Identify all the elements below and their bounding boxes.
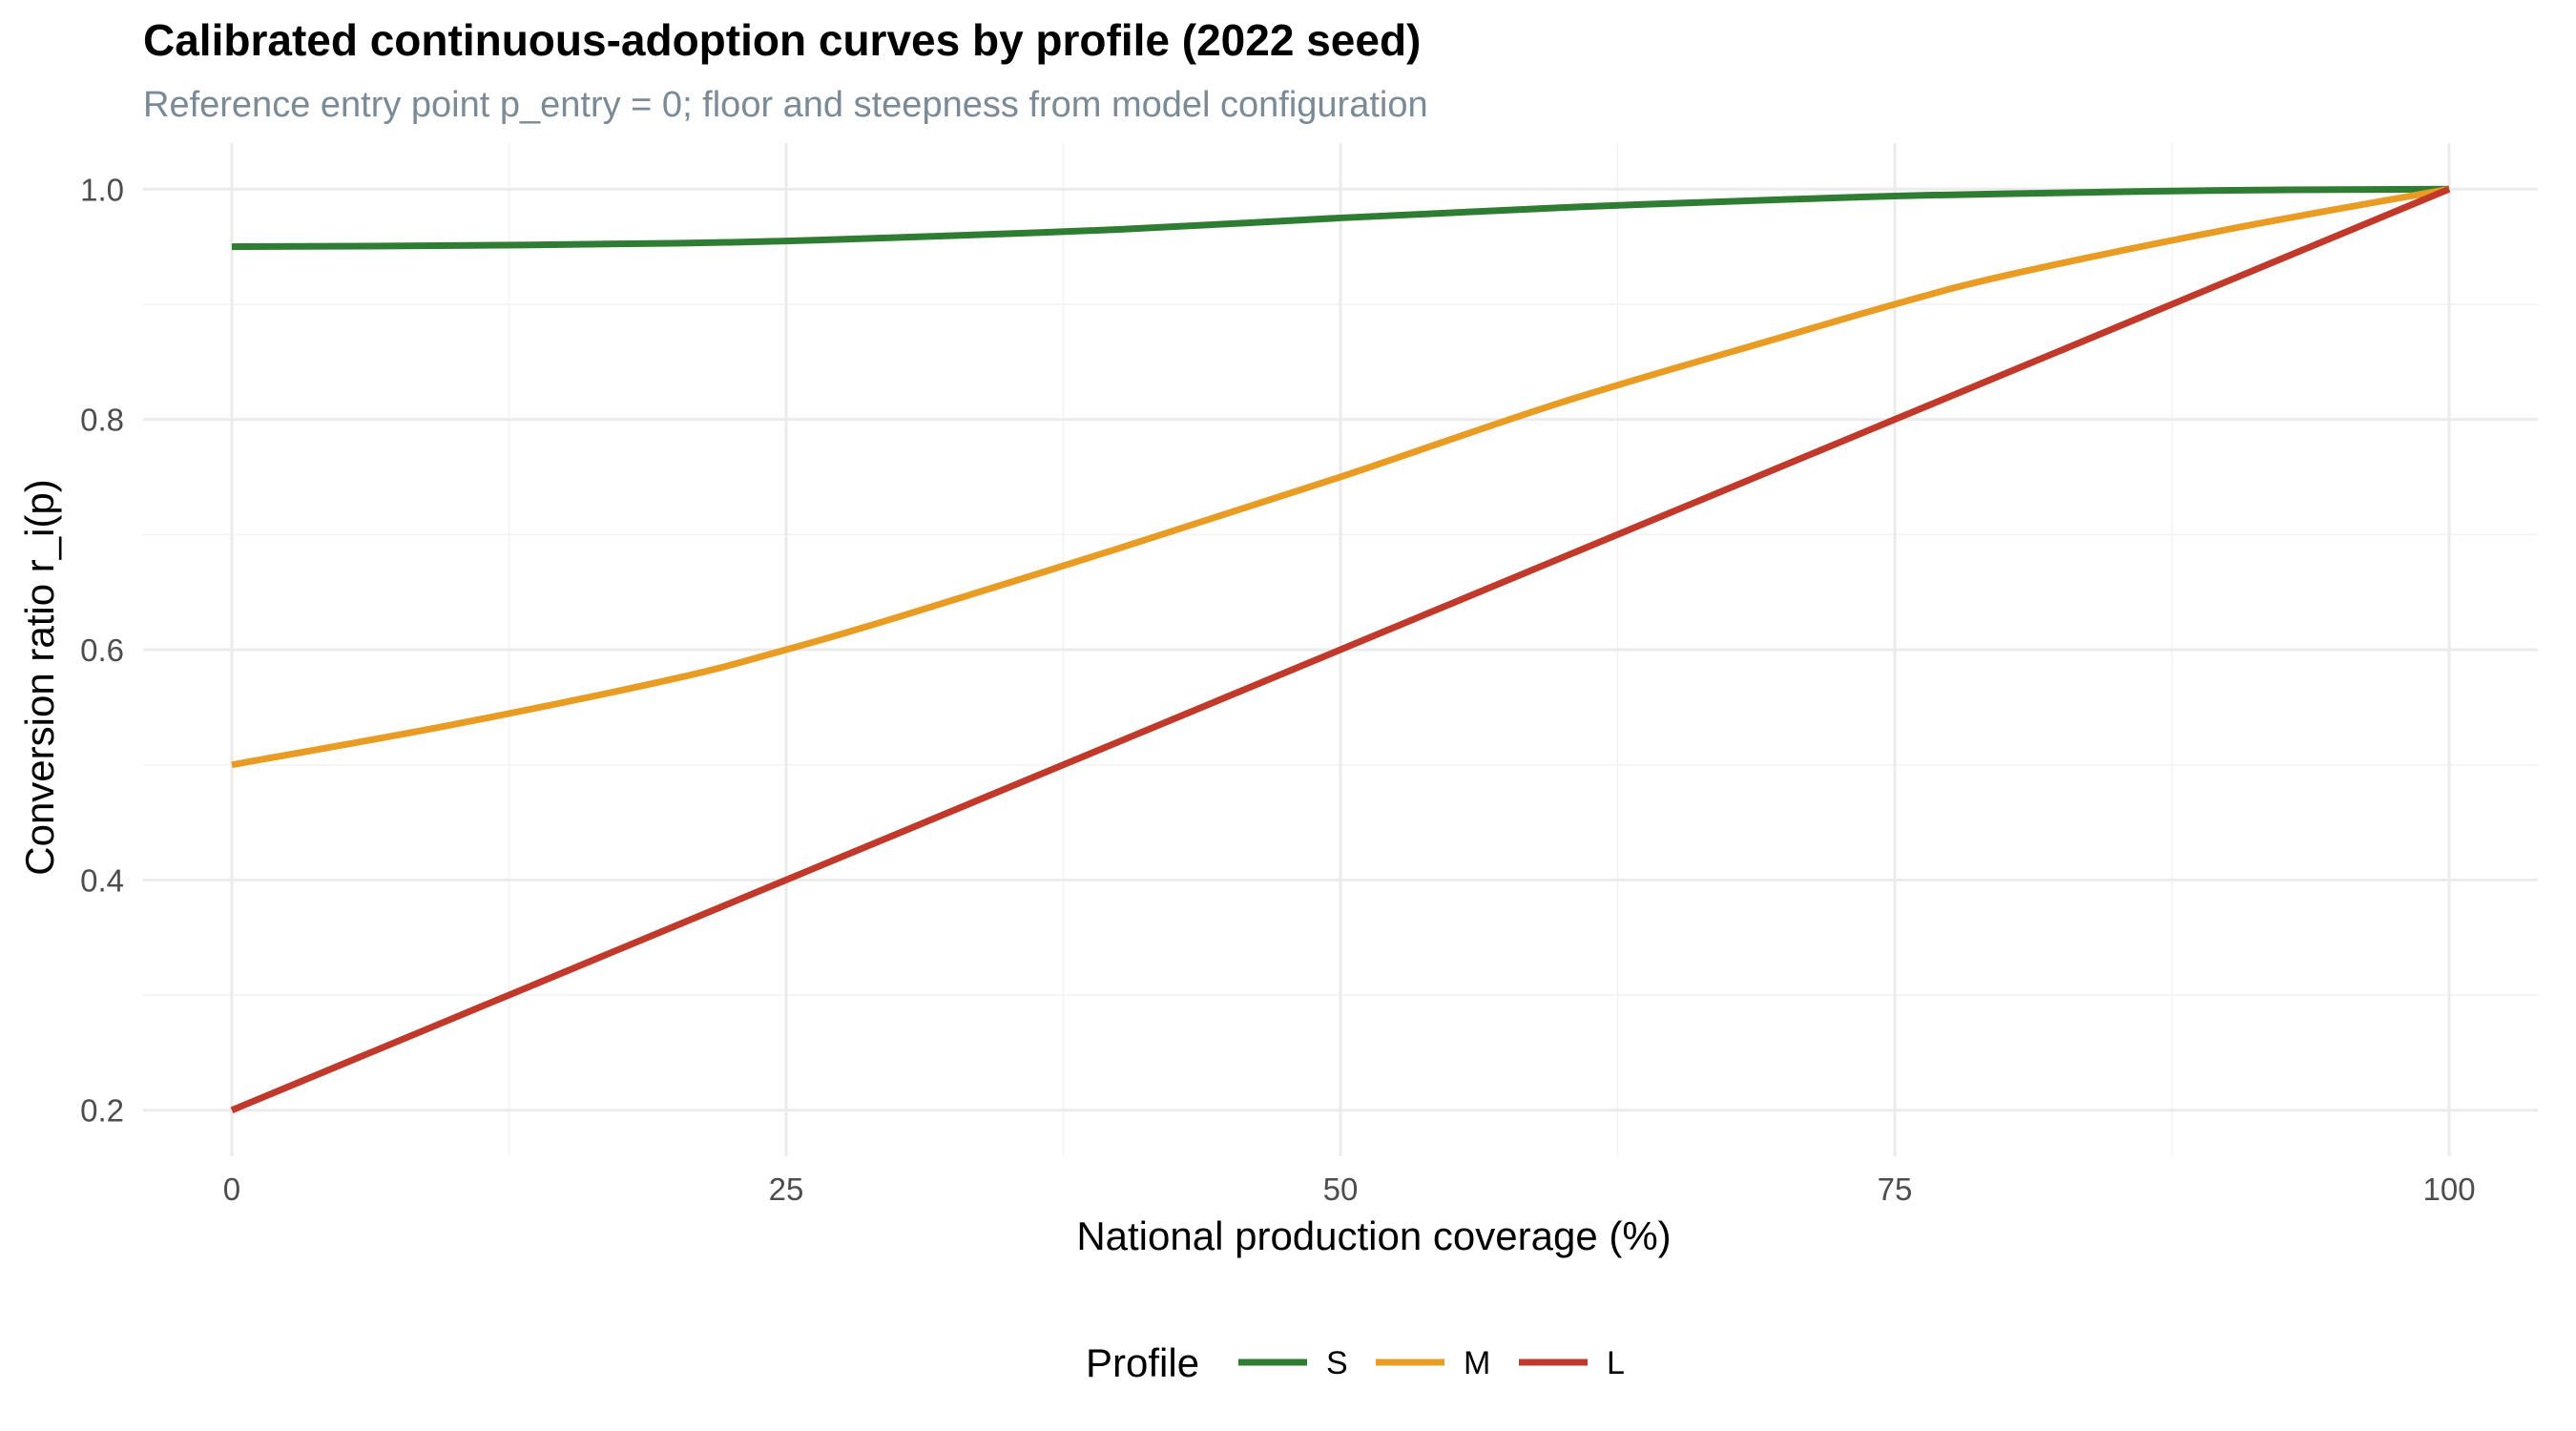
legend-label-m: M bbox=[1464, 1345, 1490, 1381]
x-tick-label: 100 bbox=[2423, 1172, 2476, 1207]
x-tick-label: 0 bbox=[223, 1172, 240, 1207]
major-gridlines bbox=[143, 143, 2538, 1156]
x-axis-ticks: 0 25 50 75 100 bbox=[223, 1172, 2476, 1207]
legend-title: Profile bbox=[1086, 1340, 1199, 1385]
series-line-m bbox=[231, 185, 2450, 769]
y-tick-label: 0.6 bbox=[80, 633, 124, 668]
legend: Profile S M L bbox=[1086, 1340, 1625, 1385]
legend-label-l: L bbox=[1607, 1345, 1625, 1381]
series-line-l bbox=[230, 186, 2451, 1113]
y-axis-title: Conversion ratio r_i(p) bbox=[17, 479, 62, 876]
y-tick-label: 0.2 bbox=[80, 1093, 124, 1129]
series-line-s bbox=[231, 185, 2450, 251]
y-tick-label: 0.4 bbox=[80, 862, 124, 898]
x-axis-title: National production coverage (%) bbox=[1076, 1213, 1671, 1258]
chart-subtitle: Reference entry point p_entry = 0; floor… bbox=[143, 85, 1428, 125]
x-tick-label: 75 bbox=[1878, 1172, 1913, 1207]
y-axis-ticks: 0.2 0.4 0.6 0.8 1.0 bbox=[80, 172, 124, 1128]
y-tick-label: 1.0 bbox=[80, 172, 124, 207]
series-lines bbox=[230, 185, 2451, 1113]
y-tick-label: 0.8 bbox=[80, 403, 124, 438]
x-tick-label: 50 bbox=[1323, 1172, 1359, 1207]
chart-title: Calibrated continuous-adoption curves by… bbox=[143, 15, 1421, 65]
legend-label-s: S bbox=[1326, 1345, 1348, 1381]
x-tick-label: 25 bbox=[769, 1172, 804, 1207]
